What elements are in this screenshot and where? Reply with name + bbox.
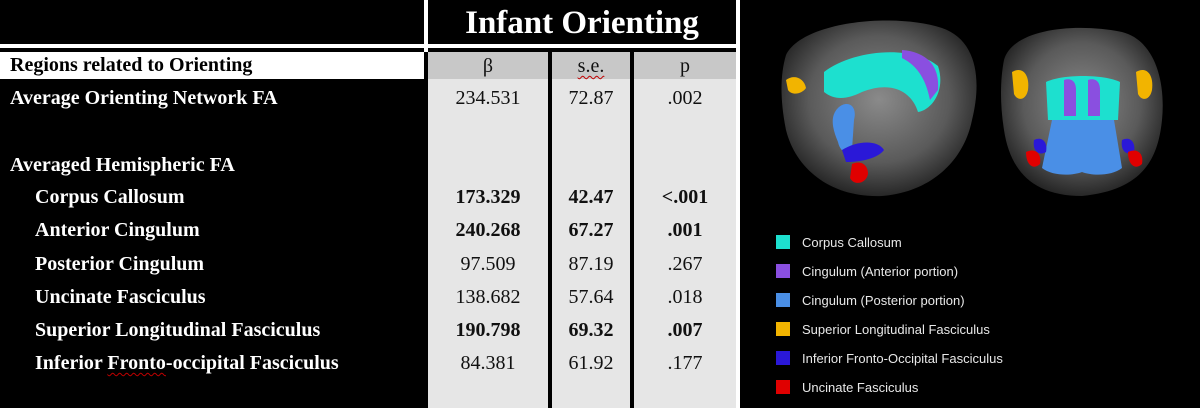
row-se: 69.32: [568, 319, 614, 341]
legend-swatch: [776, 293, 790, 307]
results-table: Infant Orienting Regions related to Orie…: [0, 0, 742, 408]
row-label-corpus-callosum: Corpus Callosum: [35, 186, 185, 208]
row-label-posterior-cingulum: Posterior Cingulum: [35, 253, 205, 275]
row-header-label: Regions related to Orienting: [10, 54, 253, 76]
legend-label: Corpus Callosum: [802, 235, 902, 250]
legend-swatch: [776, 322, 790, 336]
p-column-bg: [634, 52, 736, 408]
row-beta: 190.798: [455, 319, 521, 341]
row-se: 42.47: [568, 186, 614, 208]
legend-label: Cingulum (Anterior portion): [802, 264, 959, 279]
row-p: .267: [667, 253, 703, 275]
row-beta: 234.531: [455, 87, 521, 109]
p-header-bg: [634, 52, 736, 79]
legend-item: Cingulum (Anterior portion): [776, 263, 958, 281]
row-se: 61.92: [568, 352, 614, 374]
legend-item: Inferior Fronto-Occipital Fasciculus: [776, 350, 1003, 368]
row-beta: 240.268: [455, 219, 521, 241]
table-title: Infant Orienting: [465, 5, 699, 41]
row-p: .177: [667, 352, 703, 374]
row-label-anterior-cingulum: Anterior Cingulum: [35, 219, 200, 241]
legend-swatch: [776, 235, 790, 249]
row-beta: 173.329: [455, 186, 521, 208]
legend-item: Cingulum (Posterior portion): [776, 292, 965, 310]
row-beta: 84.381: [460, 352, 516, 374]
row-header-bg: [0, 52, 424, 79]
legend-item: Corpus Callosum: [776, 234, 902, 252]
row-label-uncinate: Uncinate Fasciculus: [35, 286, 206, 308]
legend-swatch: [776, 264, 790, 278]
row-label-average-network: Average Orienting Network FA: [10, 87, 278, 109]
beta-header-bg: [428, 52, 548, 79]
beta-column-bg: [428, 52, 548, 408]
se-column-bg: [552, 52, 630, 408]
row-label-averaged-hemispheric: Averaged Hemispheric FA: [10, 154, 235, 176]
row-se: 87.19: [568, 253, 614, 275]
title-left-rule: [424, 0, 428, 52]
legend-label: Superior Longitudinal Fasciculus: [802, 322, 990, 337]
title-bottom-rule: [0, 44, 740, 48]
legend-item: Uncinate Fasciculus: [776, 379, 918, 397]
se-header-bg: [552, 52, 630, 79]
row-p: .007: [667, 319, 703, 341]
row-se: 57.64: [568, 286, 614, 308]
row-beta: 138.682: [455, 286, 521, 308]
row-p: .001: [667, 219, 703, 241]
brain-tract-illustration: [781, 20, 1163, 197]
legend-item: Superior Longitudinal Fasciculus: [776, 321, 990, 339]
row-label-superior-longitudinal: Superior Longitudinal Fasciculus: [35, 319, 321, 341]
row-p: <.001: [661, 186, 709, 208]
row-se: 72.87: [568, 87, 614, 109]
title-right-rule: [736, 0, 740, 408]
se-header: s.e.: [577, 55, 605, 77]
legend-label: Cingulum (Posterior portion): [802, 293, 965, 308]
beta-header: β: [482, 55, 494, 77]
legend-swatch: [776, 351, 790, 365]
row-label-inferior-fronto-occipital: Inferior Fronto-occipital Fasciculus: [35, 352, 339, 374]
row-p: .002: [667, 87, 703, 109]
brain-figure-panel: [742, 0, 1200, 408]
legend-swatch: [776, 380, 790, 394]
legend-label: Uncinate Fasciculus: [802, 380, 919, 395]
row-beta: 97.509: [460, 253, 516, 275]
p-header: p: [680, 55, 690, 77]
row-p: .018: [667, 286, 703, 308]
legend-label: Inferior Fronto-Occipital Fasciculus: [802, 351, 1003, 366]
row-se: 67.27: [568, 219, 614, 241]
